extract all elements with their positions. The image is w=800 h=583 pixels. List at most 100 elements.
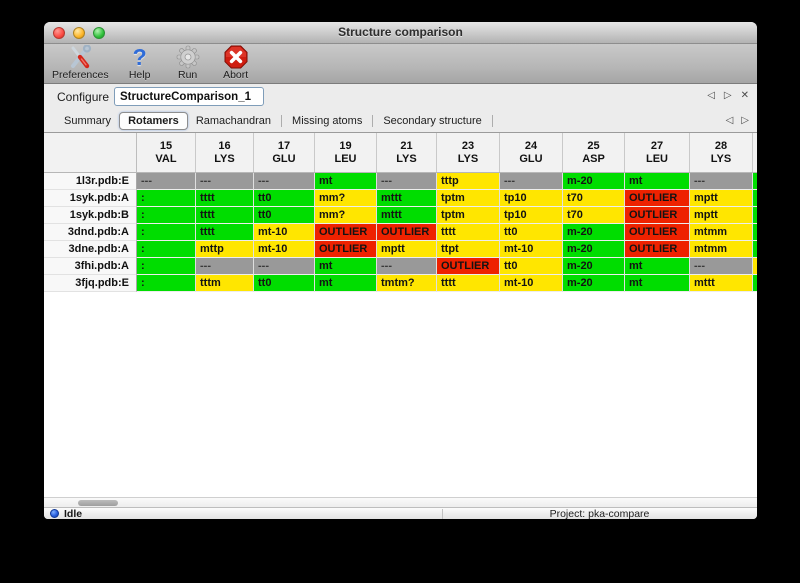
- rotamer-cell[interactable]: OUTLIER: [315, 241, 377, 258]
- rotamer-cell[interactable]: mttt: [690, 275, 753, 292]
- rotamer-cell[interactable]: ---: [500, 173, 563, 190]
- rotamer-cell[interactable]: tttp: [437, 173, 500, 190]
- title-bar[interactable]: Structure comparison: [44, 22, 757, 44]
- rotamer-cell[interactable]: tptm: [437, 207, 500, 224]
- rotamer-cell[interactable]: OUTLIER: [437, 258, 500, 275]
- rotamer-cell[interactable]: :: [137, 207, 196, 224]
- rotamer-cell[interactable]: mt: [315, 173, 377, 190]
- rotamer-cell[interactable]: tt0: [254, 190, 315, 207]
- rotamer-cell[interactable]: ---: [690, 258, 753, 275]
- rotamer-cell[interactable]: ---: [196, 173, 254, 190]
- rotamer-cell[interactable]: mt-10: [254, 224, 315, 241]
- rotamer-cell[interactable]: ---: [377, 258, 437, 275]
- scrollbar-thumb[interactable]: [78, 500, 118, 506]
- rotamer-cell[interactable]: mm?: [315, 190, 377, 207]
- tab-prev-icon[interactable]: ◁: [725, 115, 734, 126]
- rotamer-cell[interactable]: ---: [690, 173, 753, 190]
- status-bar: Idle Project: pka-compare: [44, 507, 757, 520]
- rotamer-cell[interactable]: tttt: [196, 190, 254, 207]
- rotamer-cell[interactable]: OUTLIER: [377, 224, 437, 241]
- rotamer-cell[interactable]: ---: [254, 173, 315, 190]
- tab-secondary-structure[interactable]: Secondary structure: [383, 115, 482, 127]
- configure-row: Configure ◁ ▷ ✕: [44, 86, 757, 110]
- rotamer-cell[interactable]: tt0: [500, 258, 563, 275]
- rotamer-cell[interactable]: :: [137, 241, 196, 258]
- configure-close-icon[interactable]: ✕: [740, 90, 749, 101]
- tab-rotamers[interactable]: Rotamers: [119, 112, 188, 130]
- minimize-window-button[interactable]: [73, 27, 85, 39]
- configure-next-icon[interactable]: ▷: [723, 90, 732, 101]
- configure-name-input[interactable]: [114, 87, 264, 106]
- column-header-19: 19 LEU: [315, 133, 377, 172]
- rotamer-cell[interactable]: mt: [625, 275, 690, 292]
- rotamer-cell[interactable]: tptm: [437, 190, 500, 207]
- rotamer-cell[interactable]: m-20: [563, 258, 625, 275]
- rotamer-cell[interactable]: mt-10: [254, 241, 315, 258]
- horizontal-scrollbar[interactable]: [44, 497, 757, 507]
- rotamer-cell[interactable]: mt: [315, 275, 377, 292]
- rotamer-table: 15 VAL 16 LYS 17 GLU 19 LEU 21 LYS 23 LYS 24 GLU 25 ASP…: [44, 132, 757, 497]
- residue-name: LEU: [334, 152, 357, 165]
- rotamer-cell[interactable]: tt0: [254, 207, 315, 224]
- rotamer-cell[interactable]: m-20: [563, 241, 625, 258]
- residue-name: LYS: [214, 152, 235, 165]
- rotamer-cell[interactable]: mtmm: [690, 224, 753, 241]
- rotamer-cell[interactable]: :: [137, 190, 196, 207]
- rotamer-cell[interactable]: mm?: [315, 207, 377, 224]
- rotamer-cell[interactable]: ---: [196, 258, 254, 275]
- rotamer-cell[interactable]: mt: [625, 173, 690, 190]
- rotamer-cell[interactable]: :: [137, 275, 196, 292]
- rotamer-cell[interactable]: m-20: [563, 275, 625, 292]
- tab-separator: [372, 115, 374, 127]
- rotamer-cell[interactable]: m-20: [563, 224, 625, 241]
- tab-summary[interactable]: Summary: [64, 115, 112, 127]
- tab-ramachandran[interactable]: Ramachandran: [195, 115, 272, 127]
- rotamer-cell[interactable]: tttt: [196, 224, 254, 241]
- rotamer-cell[interactable]: tttt: [437, 224, 500, 241]
- rotamer-cell[interactable]: t70: [563, 207, 625, 224]
- toolbar-help-button[interactable]: ? Help: [123, 45, 157, 82]
- rotamer-cell[interactable]: mttt: [377, 207, 437, 224]
- rotamer-cell[interactable]: mt-10: [500, 241, 563, 258]
- rotamer-cell[interactable]: t70: [563, 190, 625, 207]
- toolbar-run-button[interactable]: Run: [171, 45, 205, 81]
- rotamer-cell[interactable]: ttpt: [437, 241, 500, 258]
- rotamer-cell[interactable]: mttt: [377, 190, 437, 207]
- rotamer-cell[interactable]: mptt: [690, 207, 753, 224]
- rotamer-cell[interactable]: mt: [315, 258, 377, 275]
- rotamer-cell[interactable]: mt: [625, 258, 690, 275]
- rotamer-cell[interactable]: ---: [377, 173, 437, 190]
- rotamer-cell[interactable]: mttp: [196, 241, 254, 258]
- rotamer-cell[interactable]: mptt: [690, 190, 753, 207]
- rotamer-cell[interactable]: OUTLIER: [625, 207, 690, 224]
- rotamer-cell[interactable]: ---: [254, 258, 315, 275]
- rotamer-cell[interactable]: :: [137, 224, 196, 241]
- tab-missing-atoms[interactable]: Missing atoms: [292, 115, 363, 127]
- configure-prev-icon[interactable]: ◁: [707, 90, 715, 101]
- rotamer-cell[interactable]: mtmm: [690, 241, 753, 258]
- rotamer-cell[interactable]: OUTLIER: [315, 224, 377, 241]
- rotamer-cell[interactable]: tt0: [500, 224, 563, 241]
- rotamer-cell[interactable]: mptt: [377, 241, 437, 258]
- toolbar-preferences-button[interactable]: Preferences: [52, 45, 109, 81]
- rotamer-cell[interactable]: tttm: [196, 275, 254, 292]
- clipped-column-cell: [753, 190, 757, 207]
- clipped-column-cell: [753, 173, 757, 190]
- rotamer-cell[interactable]: tmtm?: [377, 275, 437, 292]
- rotamer-cell[interactable]: tt0: [254, 275, 315, 292]
- rotamer-cell[interactable]: tttt: [437, 275, 500, 292]
- close-window-button[interactable]: [53, 27, 65, 39]
- rotamer-cell[interactable]: OUTLIER: [625, 224, 690, 241]
- zoom-window-button[interactable]: [93, 27, 105, 39]
- rotamer-cell[interactable]: ---: [137, 173, 196, 190]
- rotamer-cell[interactable]: :: [137, 258, 196, 275]
- rotamer-cell[interactable]: OUTLIER: [625, 190, 690, 207]
- rotamer-cell[interactable]: OUTLIER: [625, 241, 690, 258]
- rotamer-cell[interactable]: tp10: [500, 207, 563, 224]
- rotamer-cell[interactable]: m-20: [563, 173, 625, 190]
- rotamer-cell[interactable]: tp10: [500, 190, 563, 207]
- toolbar-abort-button[interactable]: Abort: [219, 45, 253, 81]
- tab-next-icon[interactable]: ▷: [741, 115, 749, 126]
- rotamer-cell[interactable]: mt-10: [500, 275, 563, 292]
- rotamer-cell[interactable]: tttt: [196, 207, 254, 224]
